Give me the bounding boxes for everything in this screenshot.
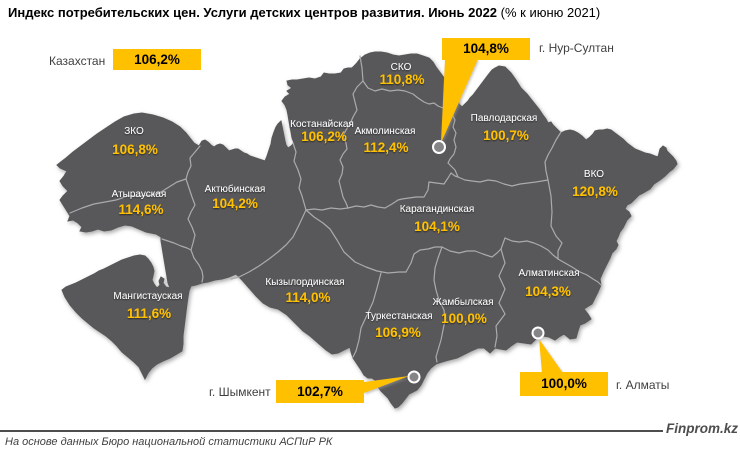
svg-text:111,6%: 111,6%: [127, 306, 171, 321]
svg-text:106,9%: 106,9%: [375, 325, 421, 340]
svg-text:114,0%: 114,0%: [285, 290, 330, 305]
svg-text:Мангистауская: Мангистауская: [113, 291, 182, 302]
svg-text:114,6%: 114,6%: [118, 202, 163, 217]
svg-text:104,1%: 104,1%: [414, 219, 460, 234]
svg-text:106,8%: 106,8%: [112, 142, 158, 157]
svg-text:112,4%: 112,4%: [363, 140, 408, 155]
svg-text:Костанайская: Костанайская: [290, 119, 354, 130]
svg-text:СКО: СКО: [391, 62, 412, 73]
svg-text:100,0%: 100,0%: [441, 311, 487, 326]
svg-text:Карагандинская: Карагандинская: [400, 204, 475, 215]
svg-text:106,2%: 106,2%: [301, 129, 347, 144]
svg-text:120,8%: 120,8%: [572, 184, 618, 199]
svg-text:104,3%: 104,3%: [525, 284, 571, 299]
svg-text:Алматинская: Алматинская: [519, 268, 580, 279]
svg-text:ВКО: ВКО: [584, 169, 604, 180]
svg-text:Жамбылская: Жамбылская: [433, 296, 494, 308]
svg-text:Актюбинская: Актюбинская: [205, 183, 266, 195]
svg-text:Павлодарская: Павлодарская: [471, 113, 538, 124]
svg-text:Атырауская: Атырауская: [112, 189, 167, 200]
svg-text:Туркестанская: Туркестанская: [365, 311, 432, 322]
svg-text:Акмолинская: Акмолинская: [355, 126, 416, 137]
svg-text:Кызылординская: Кызылординская: [265, 277, 344, 288]
svg-text:100,7%: 100,7%: [483, 128, 529, 143]
svg-text:ЗКО: ЗКО: [124, 126, 144, 137]
svg-text:104,2%: 104,2%: [212, 196, 258, 211]
svg-text:110,8%: 110,8%: [379, 72, 424, 87]
